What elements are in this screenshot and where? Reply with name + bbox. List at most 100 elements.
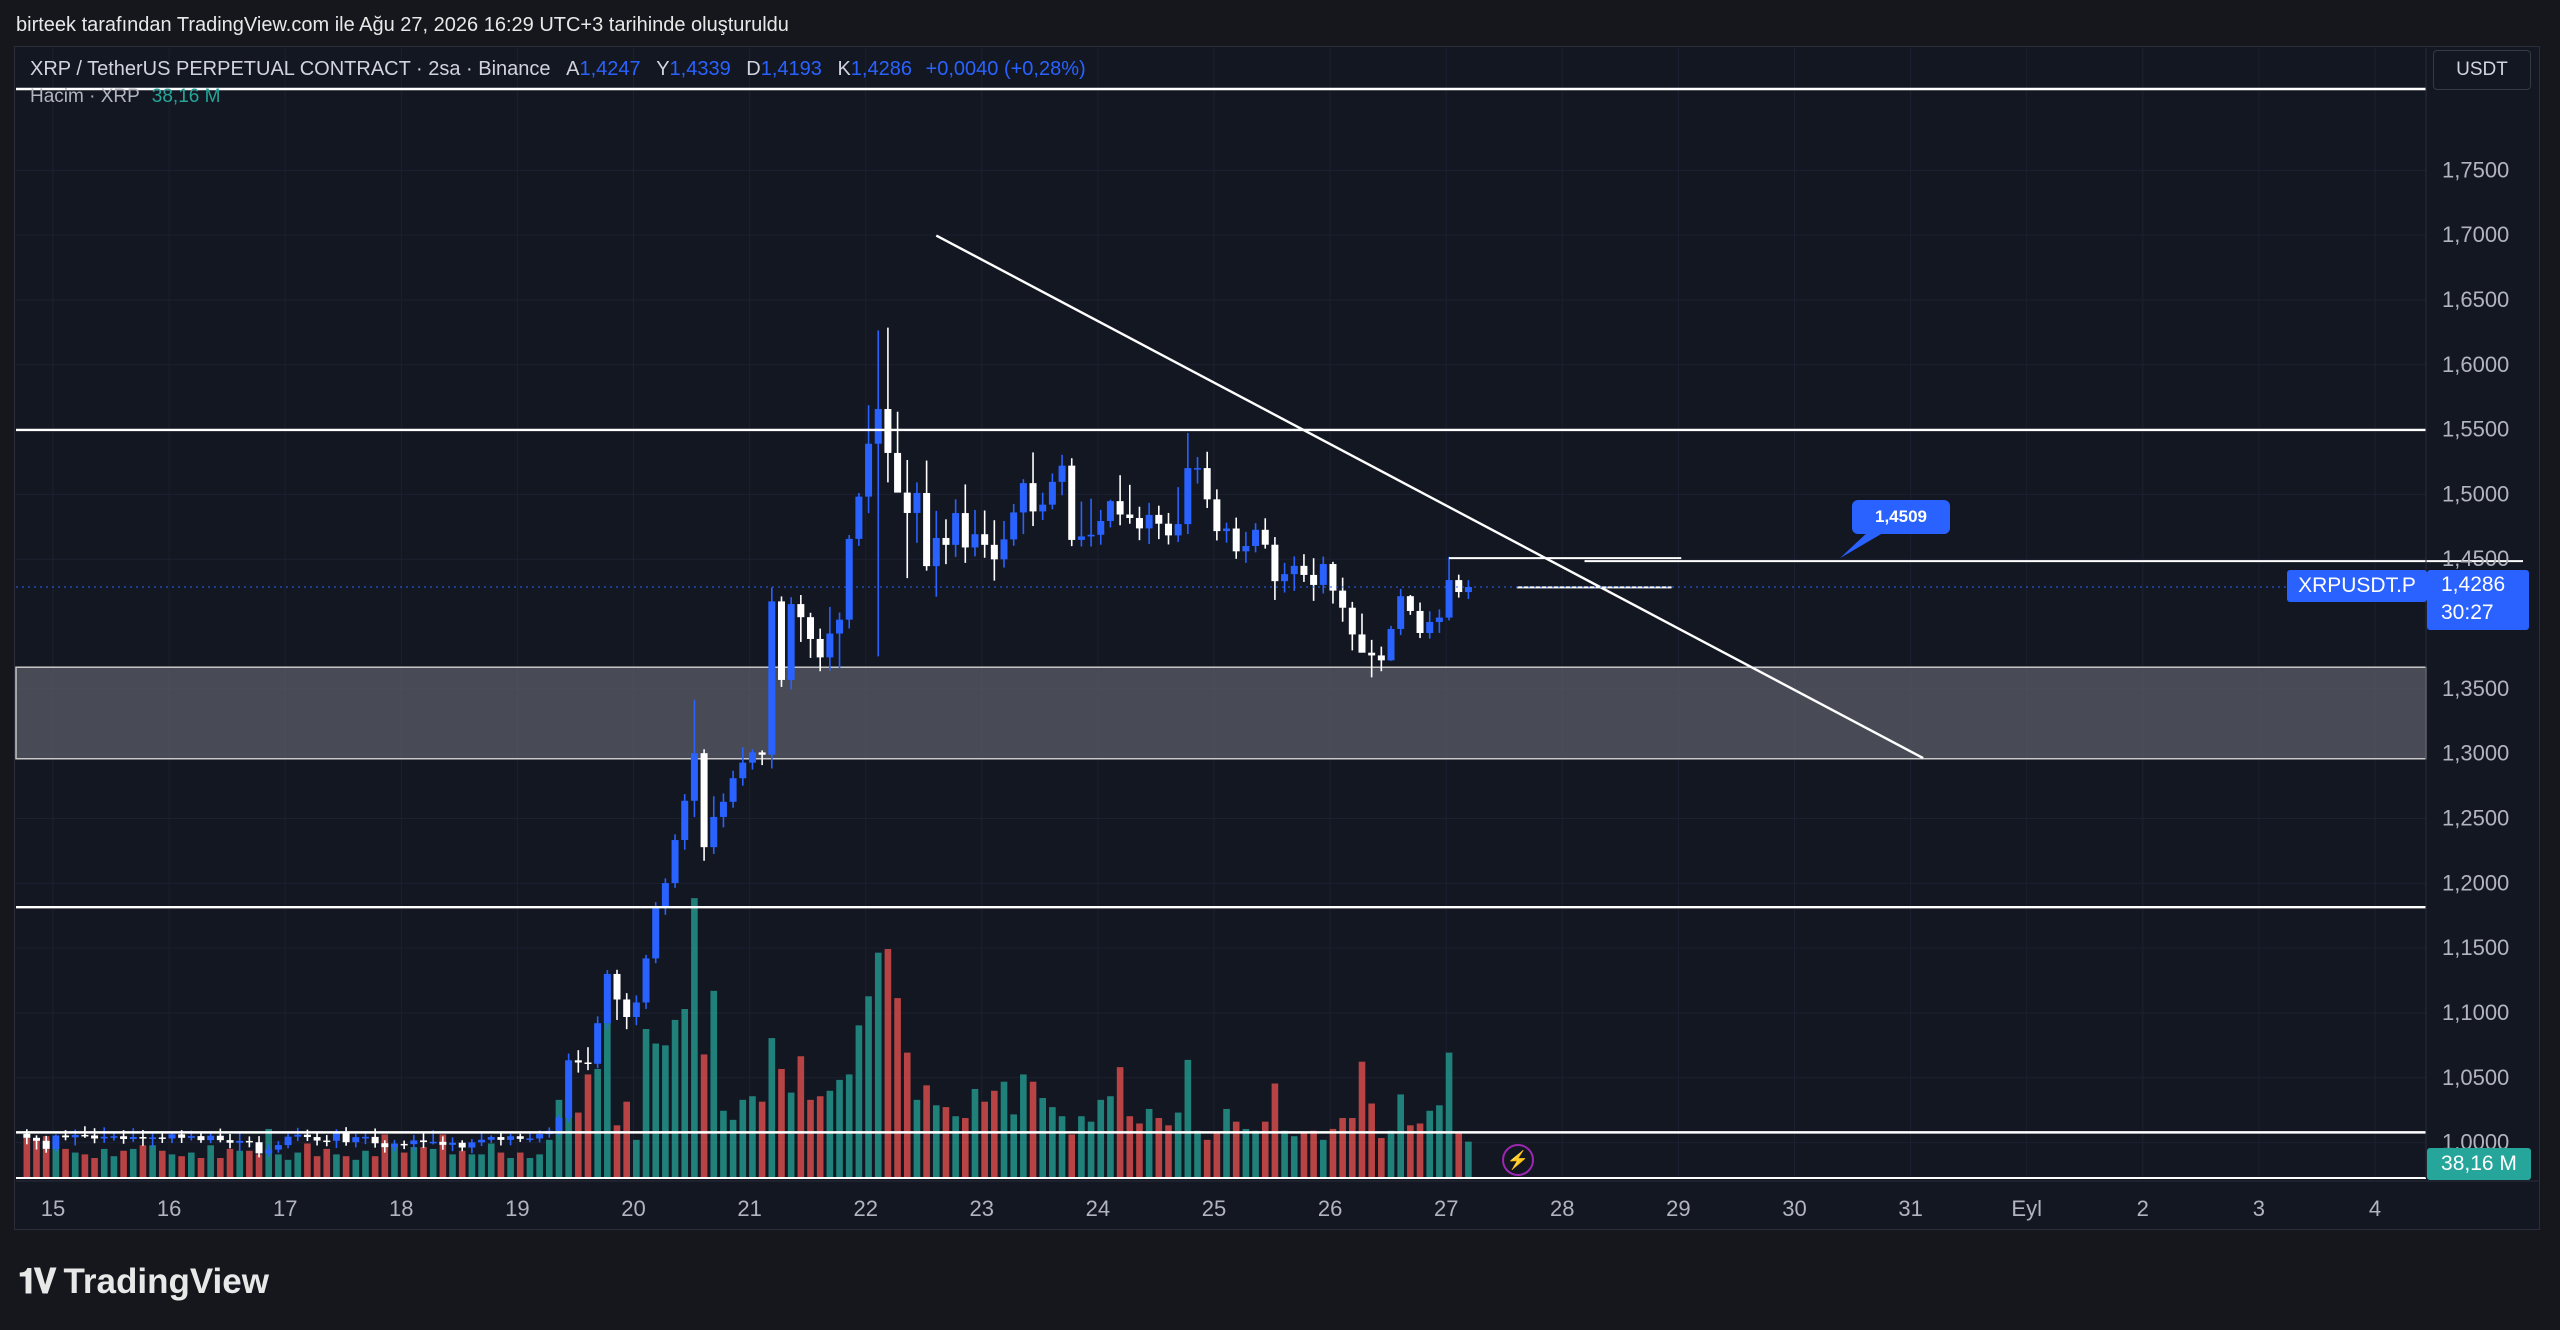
volume-bar [555,1099,563,1178]
candle [1271,537,1279,600]
candle-body [816,638,824,658]
candle [787,597,795,690]
volume-bar [139,1145,147,1178]
volume-bar [913,1099,921,1178]
chart-panel[interactable] [14,46,2540,1230]
candle-body [1106,501,1114,521]
support-zone-rect[interactable] [15,666,2427,760]
annotation-pointer [1840,530,1888,559]
candle [1300,554,1308,582]
candle-body [1435,617,1443,622]
candle-body [139,1137,147,1139]
volume-bar [1029,1081,1037,1178]
volume-bar [129,1148,137,1178]
candle [468,1139,476,1154]
drawings[interactable] [16,87,2523,1179]
volume-bar [226,1148,234,1178]
volume-bar [275,1154,282,1178]
candle-body [110,1136,118,1138]
candle-body [1242,546,1250,552]
volume-bar [874,952,882,1178]
trend-line[interactable] [935,234,1924,760]
candle [874,330,882,657]
volume-bar [178,1156,185,1178]
candle-body [1416,610,1424,633]
candle [100,1127,108,1143]
flash-icon[interactable]: ⚡ [1502,1144,1534,1176]
candle-body [91,1135,99,1139]
time-axis[interactable]: 15 16 17 18 19 20 21 22 23 24 25 26 27 28 29 30 31 Eyl 2 3 4 [16,1180,2540,1221]
volume-bar [932,1105,940,1178]
volume-bar [1407,1125,1414,1178]
close-value: 1,4286 [850,58,912,80]
candle [1039,492,1047,521]
candle-body [245,1140,253,1143]
candle-body [1213,499,1221,532]
currency-button[interactable]: USDT [2433,50,2531,90]
high-value: 1,4339 [669,58,731,80]
support-zone[interactable] [15,666,2427,760]
candle [458,1140,466,1152]
volume-bar [845,1074,853,1178]
symbol-legend[interactable]: XRP / TetherUS PERPETUAL CONTRACT · 2sa … [30,58,1086,81]
candle-body [574,1060,582,1063]
volume-bar [1300,1132,1308,1178]
candle-body [158,1137,166,1139]
candle-body [1029,483,1037,512]
candle [274,1141,282,1153]
candle-body [642,958,650,1003]
candle-body [1174,524,1182,536]
candle [603,970,611,1030]
volume-bar [991,1090,998,1178]
candle-body [1019,483,1027,513]
open-value: 1,4247 [579,58,641,80]
candle [381,1140,389,1153]
last-price-tag: 1,4286 30:27 [2427,570,2529,630]
top-bar: birteek tarafından TradingView.com ile A… [0,0,2560,46]
candle-body [274,1145,282,1150]
volume-bar [536,1154,543,1178]
candle [91,1128,99,1144]
candle [884,327,892,483]
volume-bar [1455,1132,1463,1178]
time-tick-label: 4 [2369,1196,2381,1221]
volume-bar [1281,1130,1288,1178]
candle-body [952,513,960,545]
price-annotation[interactable]: 1,4509 [1852,500,1950,534]
candle [768,587,776,769]
candle-body [1164,523,1172,536]
price-tick-label: 1,0500 [2442,1065,2509,1090]
candle-body [584,1062,592,1064]
volume-bar [633,1139,640,1178]
volume-bar [1242,1128,1250,1178]
candle [671,834,679,888]
volume-bar [246,1150,253,1178]
candle [1310,558,1318,601]
volume-bar [526,1158,534,1178]
candle-body [1126,514,1134,519]
symbol-name[interactable]: XRP / TetherUS PERPETUAL CONTRACT · 2sa … [30,58,551,80]
candle-body [1339,590,1347,608]
volume-bar [1290,1136,1298,1178]
candle [1145,502,1153,545]
candle [313,1131,321,1146]
candle [845,534,853,629]
volume-bar [1339,1118,1346,1178]
candle-body [623,999,631,1017]
candle [1087,498,1095,547]
volume-legend[interactable]: Hacim · XRP 38,16 M [30,86,220,108]
candle-body [1232,528,1240,552]
candle-body [1300,565,1308,575]
volume-bar [1397,1094,1404,1178]
candle [729,770,737,808]
candle [1135,506,1143,541]
volume-bar [91,1158,98,1178]
volume-bar [197,1158,205,1178]
candle-body [613,973,621,1000]
volume-bar [1465,1141,1472,1178]
price-tick-label: 1,1000 [2442,1000,2509,1025]
volume-bar [710,990,718,1178]
candle-body [226,1140,234,1143]
candle-body [1039,504,1047,512]
